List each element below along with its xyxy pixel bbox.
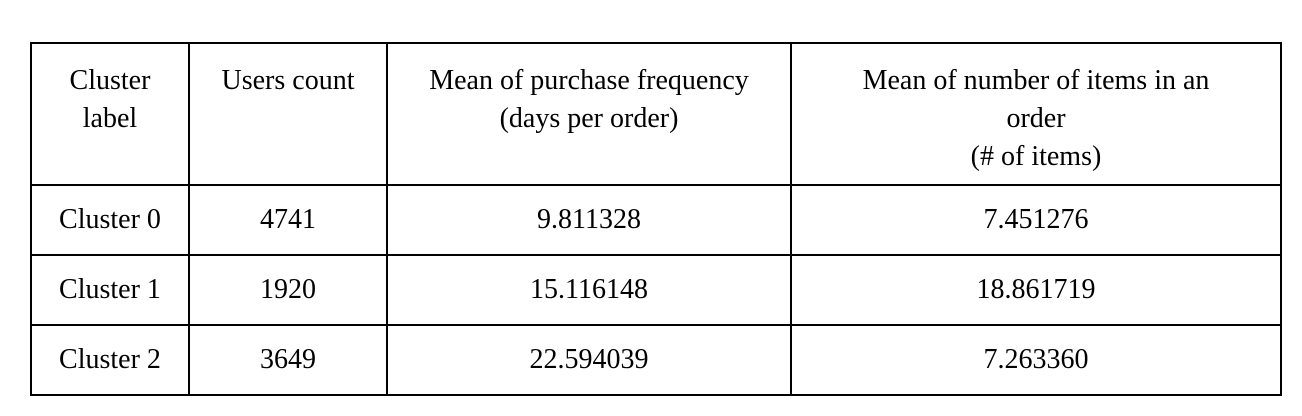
header-items-per-order: Mean of number of items in an order (# o… [790, 42, 1282, 186]
cell-cluster-label: Cluster 2 [30, 324, 190, 396]
cell-users-count: 3649 [188, 324, 388, 396]
header-text-line: order [1006, 103, 1066, 134]
header-users-count: Users count [188, 42, 388, 186]
cluster-summary-table: Cluster label Users count Mean of purcha… [30, 42, 1282, 396]
header-text-line: label [82, 103, 138, 134]
cell-users-count: 4741 [188, 184, 388, 256]
header-text-line: Cluster [69, 65, 151, 96]
header-text-line: Users count [221, 65, 355, 96]
table-header: Cluster label Users count Mean of purcha… [30, 42, 1282, 186]
table-body: Cluster 0 4741 9.811328 7.451276 Cluster… [30, 184, 1282, 396]
header-row: Cluster label Users count Mean of purcha… [30, 42, 1282, 186]
header-text-line: (# of items) [970, 141, 1102, 172]
table-row: Cluster 2 3649 22.594039 7.263360 [30, 324, 1282, 396]
table-row: Cluster 0 4741 9.811328 7.451276 [30, 184, 1282, 256]
header-purchase-frequency: Mean of purchase frequency (days per ord… [386, 42, 792, 186]
header-text-line: (days per order) [499, 103, 679, 134]
cell-items-per-order: 18.861719 [790, 254, 1282, 326]
cell-purchase-frequency: 22.594039 [386, 324, 792, 396]
cell-purchase-frequency: 9.811328 [386, 184, 792, 256]
header-text-line: Mean of number of items in an [862, 65, 1210, 96]
cell-users-count: 1920 [188, 254, 388, 326]
header-text-line: Mean of purchase frequency [429, 65, 749, 96]
cell-cluster-label: Cluster 1 [30, 254, 190, 326]
cell-items-per-order: 7.263360 [790, 324, 1282, 396]
table-row: Cluster 1 1920 15.116148 18.861719 [30, 254, 1282, 326]
header-cluster-label: Cluster label [30, 42, 190, 186]
cell-purchase-frequency: 15.116148 [386, 254, 792, 326]
cell-items-per-order: 7.451276 [790, 184, 1282, 256]
cell-cluster-label: Cluster 0 [30, 184, 190, 256]
